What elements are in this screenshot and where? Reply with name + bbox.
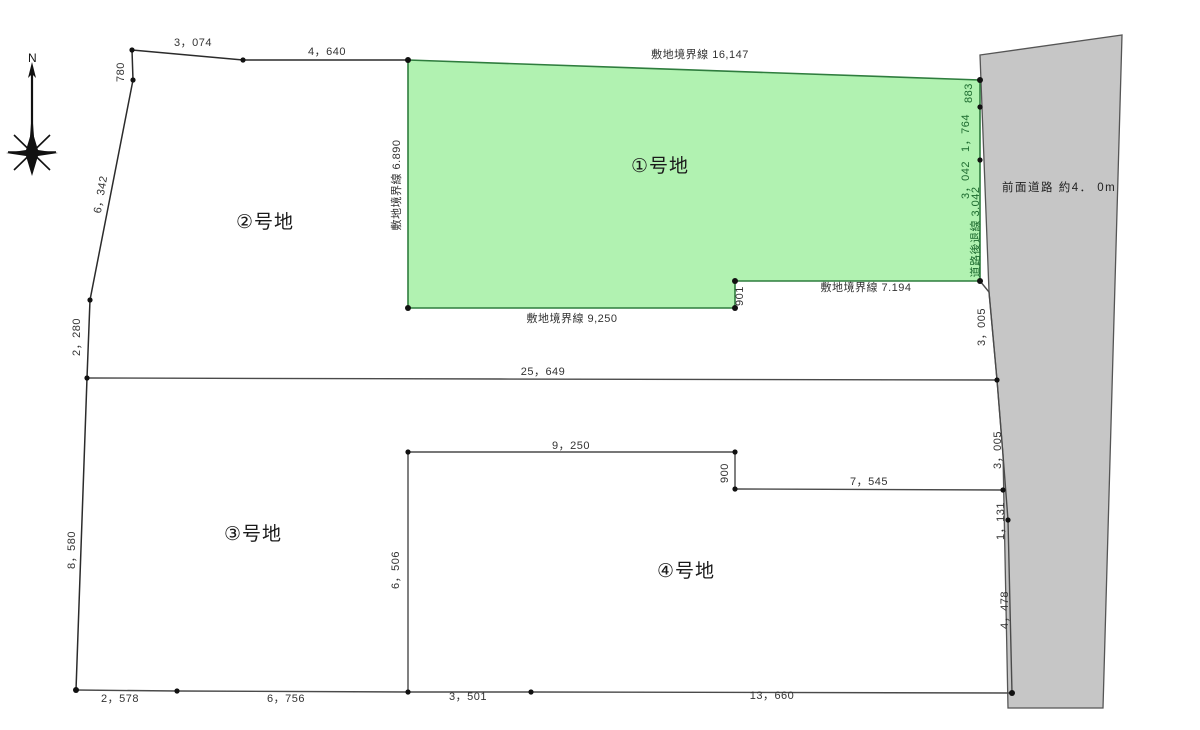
boundary-label-bottom: 敷地境界線 9,250 — [526, 311, 617, 325]
north-arrow-icon — [6, 62, 58, 176]
dim-13-660: 13，660 — [750, 690, 795, 702]
dim-901: 901 — [734, 286, 746, 306]
dim-25-649: 25，649 — [521, 366, 566, 378]
dim-3-501: 3，501 — [449, 691, 487, 703]
dim-900: 900 — [719, 463, 731, 483]
boundary-label-right: 敷地境界線 7.194 — [820, 280, 911, 294]
lot-4-edge-7545 — [734, 488, 1004, 491]
dim-1-131: 1，131 — [995, 502, 1007, 540]
divider-25649 — [86, 377, 998, 381]
boundary-label-left: 敷地境界線 6.890 — [389, 139, 403, 230]
dim-3-074: 3，074 — [174, 37, 212, 49]
road-setback-label: 道路後退線 3.042 — [968, 186, 982, 277]
dim-2-578: 2，578 — [101, 693, 139, 705]
dim-3-005-lower: 3，005 — [992, 431, 1004, 469]
dim-2-280: 2，280 — [71, 318, 83, 356]
vertex-markers — [73, 47, 1015, 696]
boundary-right-lower — [979, 280, 1013, 694]
boundary-bottom — [75, 689, 1013, 694]
dim-8-580: 8，580 — [66, 531, 78, 569]
dim-6-756: 6，756 — [267, 693, 305, 705]
dim-780: 780 — [115, 62, 127, 82]
lot-3-label: ③号地 — [224, 523, 282, 545]
boundary-top — [131, 49, 408, 61]
compass-north-label: N — [28, 51, 37, 65]
boundary-left — [75, 49, 134, 691]
lot-1-label: ①号地 — [631, 155, 689, 177]
lot-1-boundary — [407, 59, 981, 81]
dim-1-764: 1，764 — [960, 114, 972, 152]
boundary-label-top: 敷地境界線 16,147 — [651, 47, 749, 61]
dim-4-640: 4，640 — [308, 46, 346, 58]
dim-4-478: 4，478 — [999, 591, 1011, 629]
lot-4-label: ④号地 — [657, 560, 715, 582]
front-road-label: 前面道路 約4． 0m — [1002, 180, 1116, 194]
dim-3-005-upper: 3，005 — [976, 308, 988, 346]
dim-3-042: 3，042 — [960, 161, 972, 199]
dim-7-545: 7，545 — [850, 476, 888, 488]
lot-1-fill — [408, 60, 980, 308]
dim-883: 883 — [963, 83, 975, 103]
lot-2-label: ②号地 — [236, 211, 294, 233]
dim-9-250-lower: 9，250 — [552, 440, 590, 452]
dim-6-506: 6，506 — [390, 551, 402, 589]
